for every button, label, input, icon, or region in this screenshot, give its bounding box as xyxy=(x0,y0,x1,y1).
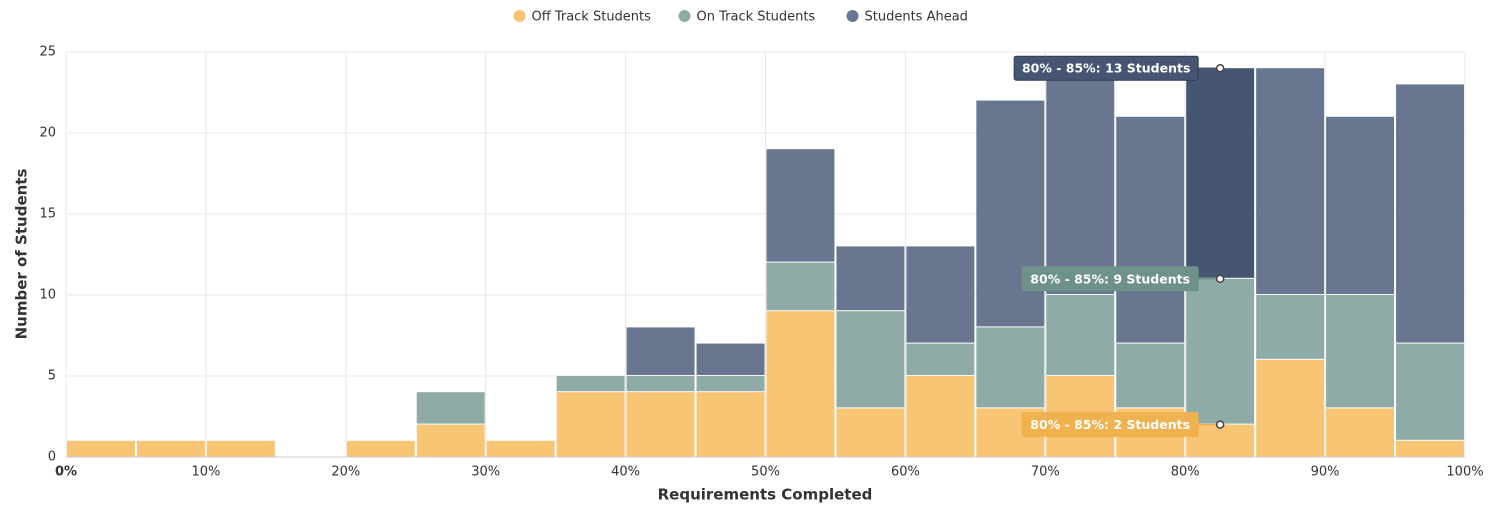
bar-segment xyxy=(626,392,695,457)
bar-segment xyxy=(696,376,765,392)
x-tick-label: 40% xyxy=(611,465,640,480)
bar-segment xyxy=(976,100,1045,327)
bar-segment xyxy=(416,392,485,424)
bar-segment xyxy=(1186,68,1255,278)
bar-segment xyxy=(626,376,695,392)
bar-segment xyxy=(906,343,975,375)
bar-segment xyxy=(836,246,905,311)
grid xyxy=(65,51,1466,458)
bar-segment xyxy=(626,327,695,375)
y-tick-label: 0 xyxy=(48,450,56,465)
tooltip-point xyxy=(1215,274,1225,284)
bar-segment xyxy=(1326,295,1395,408)
bar-segment xyxy=(556,376,625,392)
bar-segment xyxy=(1186,278,1255,424)
legend-label: Students Ahead xyxy=(865,10,968,25)
bar-segment xyxy=(1396,84,1464,343)
bar-segment xyxy=(136,440,205,457)
bar-segment xyxy=(67,440,135,457)
bar-segment xyxy=(416,424,485,457)
x-tick-label: 100% xyxy=(1446,465,1483,480)
bar-segment xyxy=(1116,116,1185,343)
x-tick-label: 90% xyxy=(1311,465,1340,480)
tooltip-point xyxy=(1215,420,1225,429)
bar-segment xyxy=(696,392,765,457)
tooltip-box xyxy=(1021,412,1199,438)
bar-segment xyxy=(1256,295,1325,359)
bar-segment xyxy=(556,392,625,457)
tooltip-text: 80% - 85%: 2 Students xyxy=(1030,417,1190,432)
bar-segment xyxy=(766,262,835,311)
y-tick-label: 10 xyxy=(39,288,56,303)
bar-segment xyxy=(696,343,765,375)
bar-segment xyxy=(1326,408,1395,457)
tooltip-box xyxy=(1021,266,1199,292)
bar-segment xyxy=(906,246,975,343)
bar-segment xyxy=(1396,440,1464,457)
tooltip-box xyxy=(1013,55,1199,81)
x-axis-label: Requirements Completed xyxy=(658,486,873,504)
bar-segment xyxy=(906,376,975,457)
tooltip: 80% - 85%: 9 Students xyxy=(1021,266,1225,292)
bar-segment xyxy=(836,408,905,457)
bar-segment xyxy=(1256,68,1325,294)
x-tick-label: 20% xyxy=(331,465,360,480)
x-tick-label: 70% xyxy=(1031,465,1060,480)
bar-segment xyxy=(486,440,555,457)
bar-segment xyxy=(1326,116,1395,294)
bar-segment xyxy=(346,440,415,457)
bar-segment xyxy=(1046,68,1115,294)
bar-segment xyxy=(1116,343,1185,408)
x-tick-label: 0% xyxy=(55,465,77,480)
bar-segment xyxy=(836,311,905,408)
bar-segment xyxy=(976,327,1045,408)
bar-segment xyxy=(1046,295,1115,375)
x-tick-label: 50% xyxy=(751,465,780,480)
tooltip-point xyxy=(1215,63,1225,73)
bar-segment xyxy=(766,149,835,262)
tooltip: 80% - 85%: 13 Students xyxy=(1013,55,1225,81)
x-tick-label: 60% xyxy=(891,465,920,480)
tooltip-text: 80% - 85%: 9 Students xyxy=(1030,271,1190,286)
legend-marker xyxy=(513,10,526,22)
y-axis-label: Number of Students xyxy=(13,169,31,340)
x-tick-label: 30% xyxy=(471,465,500,480)
bar-segment xyxy=(1256,359,1325,457)
tooltip-text: 80% - 85%: 13 Students xyxy=(1022,61,1190,76)
legend-marker xyxy=(678,10,691,22)
bar-segment xyxy=(766,311,835,457)
tooltip: 80% - 85%: 2 Students xyxy=(1021,412,1225,438)
y-tick-label: 5 xyxy=(48,369,56,384)
legend-label: On Track Students xyxy=(697,10,816,25)
x-tick-label: 10% xyxy=(191,465,220,480)
x-tick-label: 80% xyxy=(1171,465,1200,480)
y-tick-label: 25 xyxy=(39,45,56,60)
y-tick-label: 20 xyxy=(39,126,56,141)
legend-marker xyxy=(846,10,859,22)
legend-label: Off Track Students xyxy=(532,10,652,25)
bar-segment xyxy=(206,440,275,457)
bar-segment xyxy=(1396,343,1464,440)
y-tick-label: 15 xyxy=(39,207,56,222)
